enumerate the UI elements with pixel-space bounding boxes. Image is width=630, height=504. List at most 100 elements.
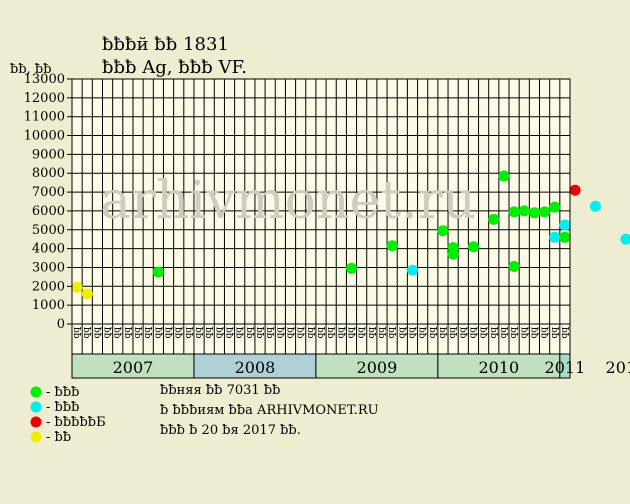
month-label: ƀƀ — [518, 327, 528, 339]
month-label: ƀƀ — [112, 327, 122, 339]
month-label: ƀƀ — [193, 327, 203, 339]
data-point — [528, 207, 540, 219]
data-point — [559, 231, 571, 243]
y-tick-label: 10000 — [24, 129, 65, 144]
year-band — [193, 353, 317, 379]
legend-label: - ƀƀ — [46, 430, 71, 445]
month-label: ƀƀ — [122, 327, 132, 339]
year-band — [71, 353, 195, 379]
y-tick-label: 8000 — [32, 166, 65, 181]
legend-swatch — [30, 401, 42, 413]
note-source: ƀ ƀƀƀиям ƀƀа ARHIVMONET.RU — [160, 403, 379, 418]
month-label: ƀƀ — [559, 327, 569, 339]
legend-label: - ƀƀƀ — [46, 385, 80, 400]
month-label: ƀƀ — [274, 327, 284, 339]
year-label: 2012 — [606, 358, 630, 377]
data-point — [488, 213, 500, 225]
month-label: ƀƀ — [132, 327, 142, 339]
month-label: ƀƀ — [102, 327, 112, 339]
month-label: ƀƀ — [549, 327, 559, 339]
y-tick-label: 1000 — [32, 298, 65, 313]
month-label: ƀƀ — [437, 327, 447, 339]
legend-label: - ƀƀƀƀƀБ — [46, 415, 106, 430]
y-tick-label: 4000 — [32, 242, 65, 257]
month-label: ƀƀ — [264, 327, 274, 339]
month-label: ƀƀ — [91, 327, 101, 339]
month-label: ƀƀ — [457, 327, 467, 339]
data-point — [447, 248, 459, 260]
watermark: arhivmonet.ru — [100, 171, 476, 231]
month-label: ƀƀ — [183, 327, 193, 339]
grid — [72, 78, 570, 324]
data-point — [81, 288, 93, 300]
month-label: ƀƀ — [315, 327, 325, 339]
legend-swatch — [30, 416, 42, 428]
month-label: ƀƀ — [142, 327, 152, 339]
month-label: ƀƀ — [325, 327, 335, 339]
data-points — [71, 170, 630, 300]
data-point — [508, 206, 520, 218]
month-label: ƀƀ — [152, 327, 162, 339]
month-label: ƀƀ — [528, 327, 538, 339]
y-tick-label: 2000 — [32, 279, 65, 294]
y-tick-label: 7000 — [32, 185, 65, 200]
data-point — [406, 264, 418, 276]
data-point — [549, 231, 561, 243]
y-tick-label: 5000 — [32, 223, 65, 238]
data-point — [569, 184, 581, 196]
month-label: ƀƀ — [345, 327, 355, 339]
month-label: ƀƀ — [234, 327, 244, 339]
y-tick-label: 9000 — [32, 147, 65, 162]
plot-border — [71, 78, 571, 325]
month-label: ƀƀ — [295, 327, 305, 339]
legend: - ƀƀƀ- ƀƀƀ- ƀƀƀƀƀБ- ƀƀ — [30, 385, 106, 445]
month-label: ƀƀ — [254, 327, 264, 339]
month-label: ƀƀ — [305, 327, 315, 339]
month-label: ƀƀ — [163, 327, 173, 339]
month-label: ƀƀ — [376, 327, 386, 339]
year-label: 2009 — [357, 358, 398, 377]
note-date: ƀƀƀ ƀ 20 ƀя 2017 ƀƀ. — [160, 423, 301, 438]
legend-swatch — [30, 386, 42, 398]
chart-title-line1: ƀƀƀй ƀƀ 1831 — [102, 34, 229, 55]
month-label: ƀƀ — [213, 327, 223, 339]
data-point — [549, 201, 561, 213]
legend-label: - ƀƀƀ — [46, 400, 80, 415]
year-label: 2011 — [545, 358, 586, 377]
data-point — [437, 225, 449, 237]
year-label: 2010 — [478, 358, 519, 377]
data-point — [386, 240, 398, 252]
month-label: ƀƀ — [467, 327, 477, 339]
data-point — [539, 206, 551, 218]
data-point — [498, 170, 510, 182]
year-label: 2007 — [113, 358, 154, 377]
plot-area — [72, 79, 570, 324]
x-axis: ƀƀ ƀƀ ƀƀ ƀƀ ƀƀ ƀƀ ƀƀ ƀƀ ƀƀ ƀƀ ƀƀ ƀƀ ƀƀ ƀƀ ƀƀ ƀƀ ƀƀ ƀƀ ƀƀ ƀƀ… — [71, 323, 630, 379]
data-point — [71, 281, 83, 293]
month-label: ƀƀ — [81, 327, 91, 339]
month-strip — [71, 323, 571, 355]
y-tick-label: 3000 — [32, 260, 65, 275]
data-point — [620, 233, 630, 245]
month-label: ƀƀ — [224, 327, 234, 339]
month-label: ƀƀ — [356, 327, 366, 339]
month-label: ƀƀ — [427, 327, 437, 339]
year-label: 2008 — [235, 358, 276, 377]
month-label: ƀƀ — [498, 327, 508, 339]
month-label: ƀƀ — [366, 327, 376, 339]
legend-swatch — [30, 431, 42, 443]
data-point — [559, 219, 571, 231]
y-tick-label: 11000 — [24, 110, 65, 125]
y-tick-label: 0 — [57, 317, 65, 332]
month-label: ƀƀ — [396, 327, 406, 339]
month-label: ƀƀ — [406, 327, 416, 339]
month-label: ƀƀ — [203, 327, 213, 339]
month-label: ƀƀ — [386, 327, 396, 339]
month-label: ƀƀ — [71, 327, 81, 339]
month-label: ƀƀ — [285, 327, 295, 339]
data-point — [589, 200, 601, 212]
month-label: ƀƀ — [539, 327, 549, 339]
month-label: ƀƀ — [488, 327, 498, 339]
